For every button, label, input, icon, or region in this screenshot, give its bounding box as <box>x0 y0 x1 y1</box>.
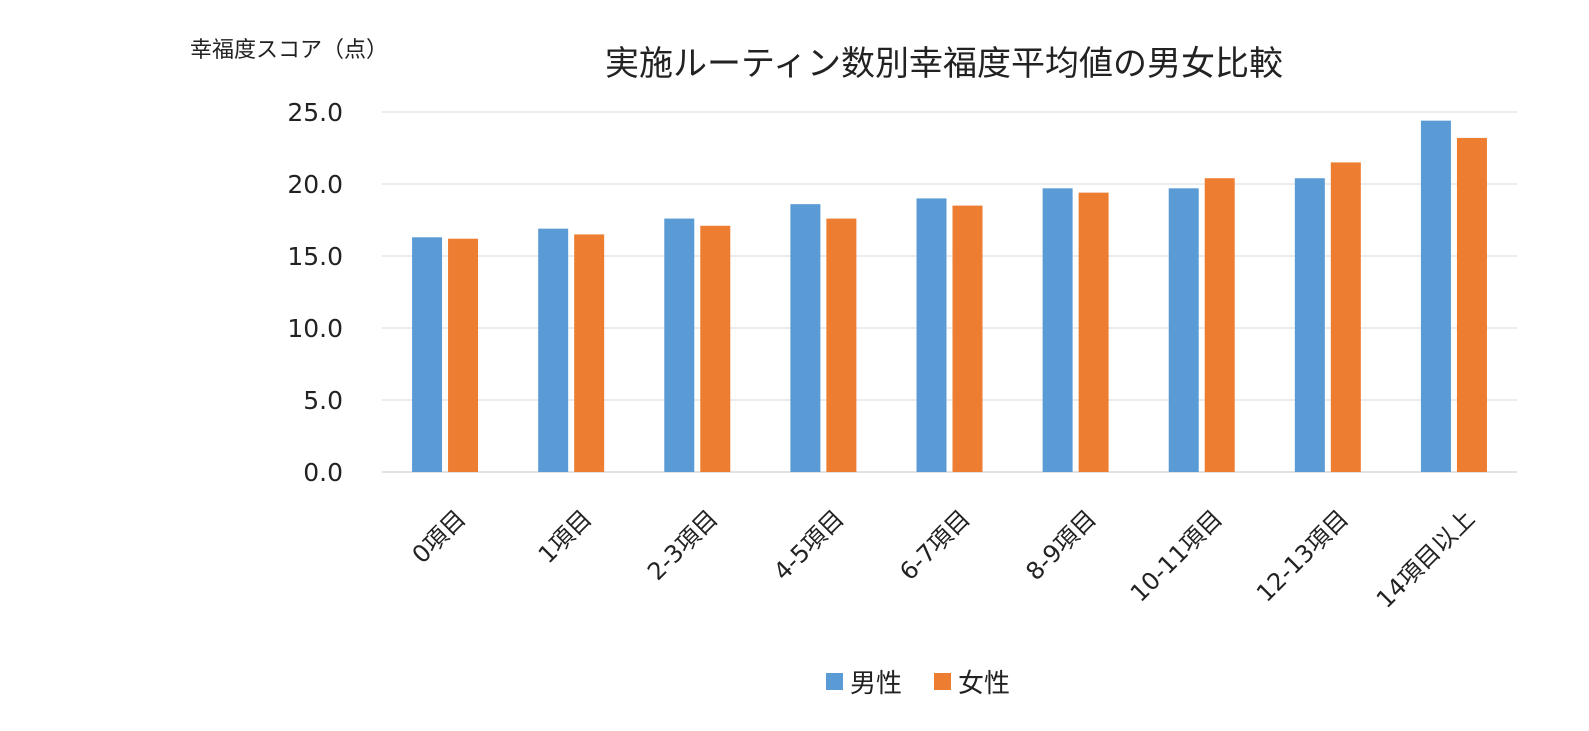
category-label: 12-13項目 <box>1251 504 1354 607</box>
bar-female <box>448 238 479 472</box>
category-label: 0項目 <box>407 504 472 569</box>
category-label-layer: 0項目 1項目 2-3項目 4-5項目 6-7項目 8-9項目 10-11項目 12-13項目… <box>407 504 1480 613</box>
bar-male <box>664 218 695 472</box>
legend-swatch <box>934 673 951 690</box>
bar-male <box>412 237 443 472</box>
bar-male <box>1168 188 1199 472</box>
category-label: 10-11項目 <box>1125 504 1228 607</box>
category-label: 6-7項目 <box>894 504 975 585</box>
bar-male <box>1042 188 1073 472</box>
y-tick-label: 0.0 <box>303 458 343 487</box>
bar-male <box>1420 120 1451 472</box>
bar-female <box>574 234 605 472</box>
legend: 男性 女性 <box>826 669 1010 699</box>
bar-female <box>952 205 983 472</box>
y-tick-label: 15.0 <box>287 242 343 271</box>
bar-female <box>1330 162 1361 472</box>
bar-female <box>826 218 857 472</box>
category-label: 2-3項目 <box>642 504 723 585</box>
bar-male <box>916 198 947 472</box>
bar-female <box>700 225 731 472</box>
y-tick-label: 20.0 <box>287 170 343 199</box>
bar-female <box>1078 192 1109 472</box>
y-tick-label: 5.0 <box>303 386 343 415</box>
bar-male <box>790 204 821 472</box>
bar-male <box>1294 178 1325 473</box>
y-tick-layer: 0.0 5.0 10.0 15.0 20.0 25.0 <box>287 98 343 487</box>
legend-label: 女性 <box>958 669 1010 699</box>
grid-layer <box>382 111 1517 473</box>
category-label: 8-9項目 <box>1020 504 1101 585</box>
bar-female <box>1204 178 1235 473</box>
y-axis-label: 幸福度スコア（点） <box>190 38 388 63</box>
y-tick-label: 10.0 <box>287 314 343 343</box>
bar-female <box>1456 137 1487 473</box>
bar-male <box>538 228 569 472</box>
bar-layer <box>412 120 1487 473</box>
category-label: 14項目以上 <box>1371 504 1480 613</box>
y-tick-label: 25.0 <box>287 98 343 127</box>
legend-label: 男性 <box>850 669 902 699</box>
legend-swatch <box>826 673 843 690</box>
category-label: 4-5項目 <box>768 504 849 585</box>
category-label: 1項目 <box>533 504 598 569</box>
chart-title: 実施ルーティン数別幸福度平均値の男女比較 <box>605 44 1283 84</box>
